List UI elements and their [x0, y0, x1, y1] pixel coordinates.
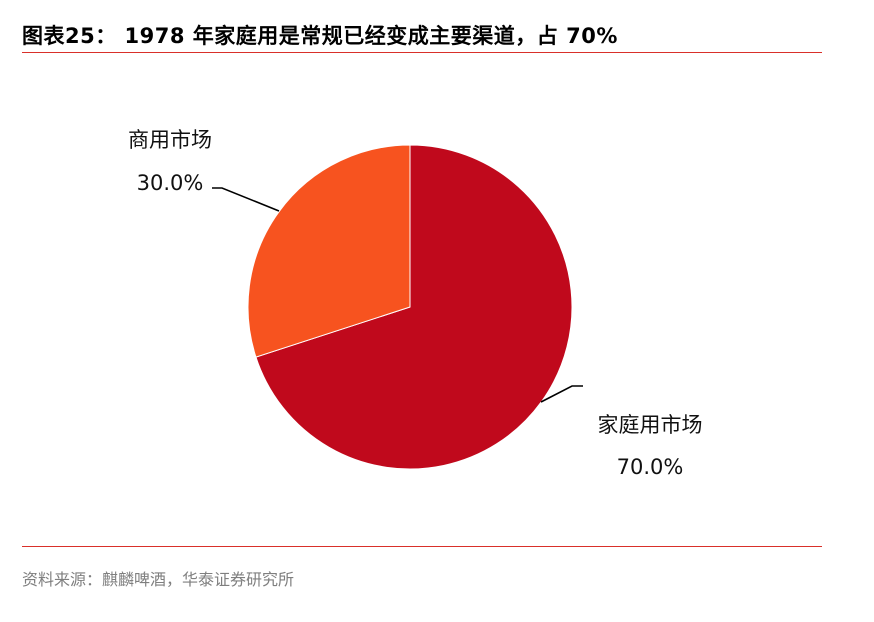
- figure-title: 图表25： 1978 年家庭用是常规已经变成主要渠道，占 70%: [22, 24, 618, 48]
- slice-value-label: 70.0%: [617, 455, 684, 479]
- source-divider: [22, 546, 822, 547]
- slice-category-label: 家庭用市场: [598, 413, 703, 437]
- leader-line: [540, 385, 583, 403]
- leader-line: [212, 187, 280, 212]
- source-note: 资料来源：麒麟啤酒，华泰证券研究所: [22, 570, 295, 589]
- title-divider: [22, 52, 822, 53]
- pie-slice-commercial: [247, 144, 411, 358]
- slice-category-label: 商用市场: [128, 128, 212, 152]
- pie-slice-household: [255, 144, 573, 470]
- slice-value-label: 30.0%: [137, 171, 204, 195]
